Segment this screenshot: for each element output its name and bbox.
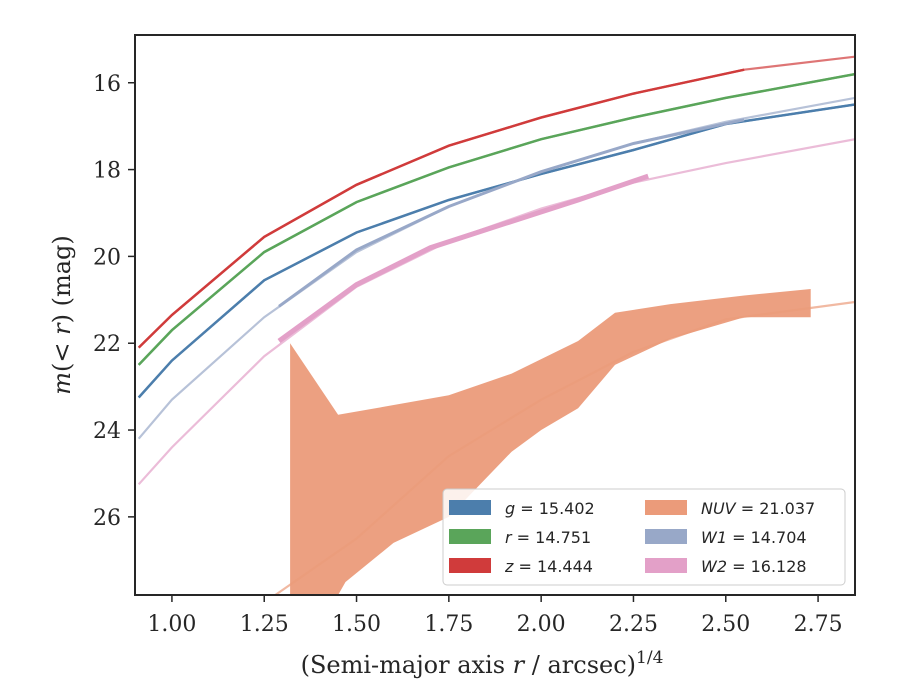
legend-label-r: r = 14.751 — [505, 528, 591, 547]
data-line-g — [137, 103, 855, 399]
data-line-w2 — [277, 173, 650, 344]
y-tick-label: 18 — [93, 159, 121, 184]
y-tick-label: 20 — [93, 245, 121, 270]
legend-label-nuv: NUV = 21.037 — [701, 499, 815, 518]
legend-swatch-w2 — [645, 558, 687, 573]
plot-frame — [134, 34, 856, 596]
x-tick-label: 2.50 — [701, 612, 750, 637]
data-line-z — [137, 68, 745, 349]
band-nuv — [290, 289, 811, 595]
series-layer — [137, 55, 855, 595]
y-tick-label: 24 — [93, 419, 121, 444]
x-tick-label: 1.00 — [147, 612, 196, 637]
y-axis-label: m(< r) (mag) — [48, 235, 76, 395]
x-tick-label: 2.00 — [517, 612, 566, 637]
data-line-w1 — [278, 118, 745, 308]
legend-swatch-w1 — [645, 529, 687, 544]
x-tick-label: 1.50 — [332, 612, 381, 637]
legend-swatch-r — [449, 529, 491, 544]
axis-ticks: 1.00 1.25 1.50 1.75 2.00 2.25 2.50 2.75 16 18 20 22… — [93, 72, 843, 637]
legend: g = 15.402 NUV = 21.037 r = 14.751 W1 = 14.… — [442, 488, 846, 586]
y-tick-label: 16 — [93, 72, 121, 97]
legend-swatch-nuv — [645, 500, 687, 515]
x-tick-label: 2.75 — [794, 612, 843, 637]
x-tick-label: 1.25 — [240, 612, 289, 637]
data-line-r — [137, 72, 855, 366]
legend-box — [442, 488, 846, 586]
legend-label-w2: W2 = 16.128 — [701, 557, 807, 576]
legend-swatch-g — [449, 500, 491, 515]
legend-label-z: z = 14.444 — [504, 557, 593, 576]
x-tick-label: 1.75 — [424, 612, 473, 637]
x-tick-label: 2.25 — [609, 612, 658, 637]
legend-label-w1: W1 = 14.704 — [701, 528, 807, 547]
model-line-nuv — [274, 300, 855, 595]
x-axis-label: (Semi-major axis r / arcsec)1/4 — [301, 648, 664, 679]
legend-swatch-z — [449, 558, 491, 573]
legend-label-g: g = 15.402 — [505, 499, 595, 518]
y-tick-label: 26 — [93, 506, 121, 531]
y-tick-label: 22 — [93, 332, 121, 357]
